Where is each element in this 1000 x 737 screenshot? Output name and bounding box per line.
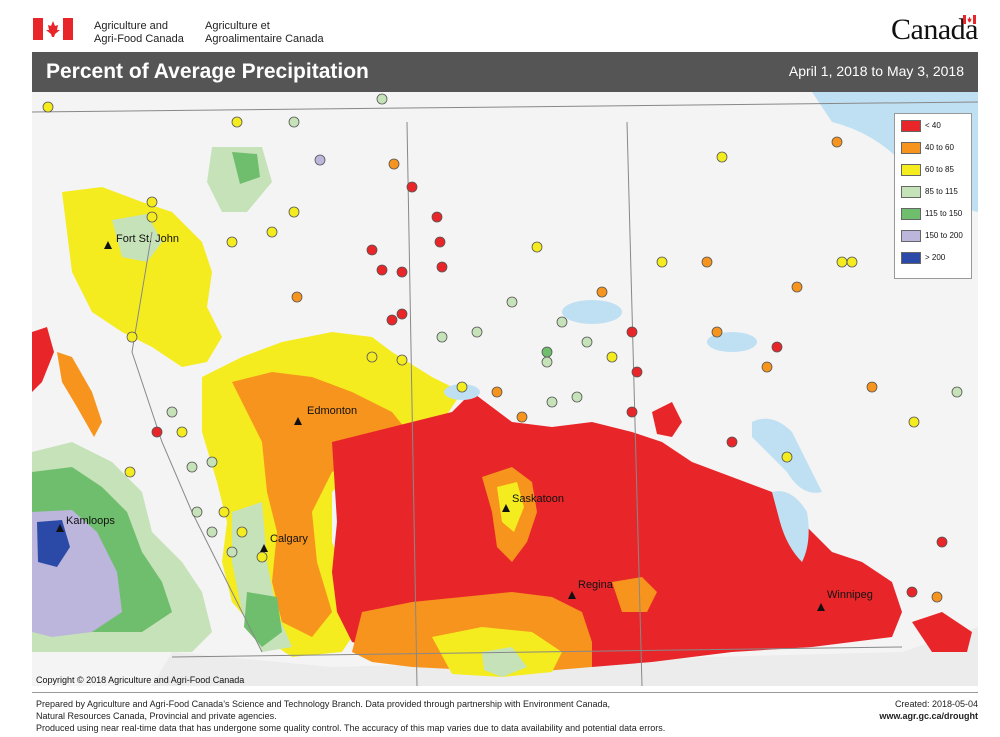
legend-swatch <box>901 208 921 220</box>
legend-swatch <box>901 230 921 242</box>
page-header: Agriculture and Agri-Food Canada Agricul… <box>0 0 1000 50</box>
canada-flag-icon <box>33 18 73 40</box>
city-marker-icon <box>502 504 510 512</box>
legend-item: 60 to 85 <box>901 164 969 178</box>
footer-note-line1: Prepared by Agriculture and Agri-Food Ca… <box>36 699 611 709</box>
website-link[interactable]: www.agr.gc.ca/drought <box>879 711 978 721</box>
legend-swatch <box>901 252 921 264</box>
department-name-fr: Agriculture et Agroalimentaire Canada <box>205 20 324 45</box>
footer-note-line3: Produced using near real-time data that … <box>36 723 666 733</box>
city-label-kamloops: Kamloops <box>66 515 115 527</box>
copyright-notice: Copyright © 2018 Agriculture and Agri-Fo… <box>36 675 245 685</box>
city-label-calgary: Calgary <box>270 533 308 545</box>
city-marker-icon <box>104 241 112 249</box>
city-marker-icon <box>56 524 64 532</box>
legend-item: > 200 <box>901 252 969 266</box>
city-label-saskatoon: Saskatoon <box>512 493 564 505</box>
city-marker-icon <box>294 417 302 425</box>
legend-swatch <box>901 120 921 132</box>
legend-swatch <box>901 164 921 176</box>
legend-item: 150 to 200 <box>901 230 969 244</box>
legend-swatch <box>901 142 921 154</box>
legend-swatch <box>901 186 921 198</box>
city-marker-icon <box>568 591 576 599</box>
legend-item: < 40 <box>901 120 969 134</box>
map-canvas: Fort St. John Edmonton Calgary Kamloops … <box>32 92 978 686</box>
legend-item: 85 to 115 <box>901 186 969 200</box>
legend-item: 40 to 60 <box>901 142 969 156</box>
city-label-fort-st-john: Fort St. John <box>116 233 179 245</box>
city-label-edmonton: Edmonton <box>307 405 357 417</box>
date-range: April 1, 2018 to May 3, 2018 <box>788 63 964 79</box>
wordmark-flag-icon <box>963 15 976 24</box>
department-name-en: Agriculture and Agri-Food Canada <box>94 20 184 45</box>
city-marker-icon <box>260 544 268 552</box>
page-footer: Prepared by Agriculture and Agri-Food Ca… <box>32 692 978 733</box>
created-date: Created: 2018-05-04 <box>894 699 978 709</box>
city-label-winnipeg: Winnipeg <box>827 589 873 601</box>
footer-note-line2: Natural Resources Canada, Provincial and… <box>36 711 277 721</box>
map-legend: < 40 40 to 60 60 to 85 85 to 115 115 to … <box>894 113 972 279</box>
title-bar: Percent of Average Precipitation April 1… <box>32 52 978 92</box>
city-marker-icon <box>817 603 825 611</box>
precipitation-map[interactable]: Fort St. John Edmonton Calgary Kamloops … <box>32 92 978 686</box>
map-title: Percent of Average Precipitation <box>46 60 369 83</box>
city-label-regina: Regina <box>578 579 614 591</box>
legend-item: 115 to 150 <box>901 208 969 222</box>
